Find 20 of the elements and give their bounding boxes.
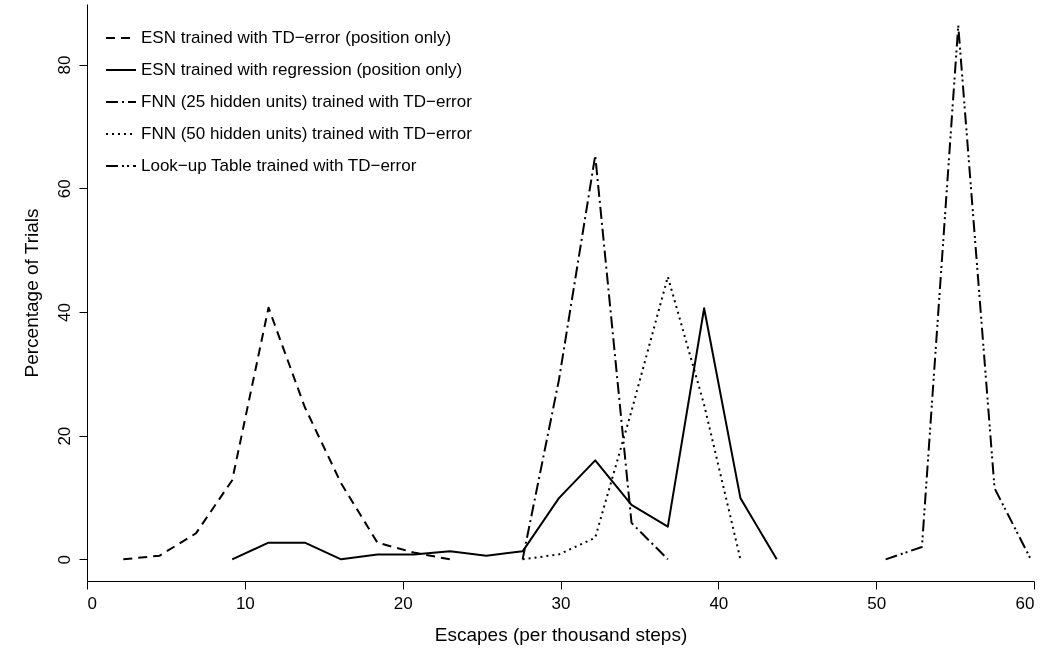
- y-tick-label: 60: [54, 179, 74, 199]
- x-tick-label: 60: [1015, 593, 1035, 613]
- legend-label: FNN (25 hidden units) trained with TD−error: [141, 92, 473, 111]
- legend-label: FNN (50 hidden units) trained with TD−error: [141, 124, 473, 143]
- x-tick-label: 30: [551, 593, 571, 613]
- x-axis-title: Escapes (per thousand steps): [434, 623, 688, 645]
- line-series: [884, 24, 1032, 561]
- y-axis-title: Percentage of Trials: [20, 208, 42, 378]
- x-tick-label: 40: [709, 593, 729, 613]
- y-tick-label: 20: [54, 426, 74, 446]
- x-tick-label: 10: [235, 593, 255, 613]
- x-tick-label: 0: [87, 593, 97, 613]
- legend-label: ESN trained with regression (position only): [141, 60, 463, 79]
- legend-label: Look−up Table trained with TD−error: [141, 156, 417, 175]
- y-tick-label: 0: [54, 555, 74, 565]
- y-tick-label: 40: [54, 303, 74, 322]
- legend-label: ESN trained with TD−error (position only): [141, 28, 452, 47]
- x-tick-label: 50: [867, 593, 887, 613]
- y-tick-label: 80: [54, 55, 74, 75]
- x-tick-label: 20: [393, 593, 413, 613]
